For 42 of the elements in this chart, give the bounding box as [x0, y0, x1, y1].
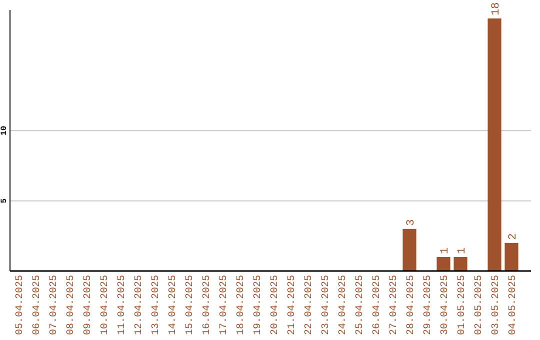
x-tick-label: 05.04.2025 [15, 275, 26, 336]
x-tick-label: 07.04.2025 [49, 275, 60, 336]
x-tick-label: 04.05.2025 [508, 275, 519, 336]
bar [488, 18, 502, 271]
bar [436, 256, 450, 271]
y-tick-label: 5 [0, 198, 9, 204]
x-tick-label: 17.04.2025 [219, 275, 230, 336]
x-tick-label: 28.04.2025 [406, 275, 417, 336]
x-tick-label: 01.05.2025 [457, 275, 468, 336]
data-label: 1 [439, 246, 452, 254]
data-label: 1 [456, 246, 468, 254]
x-tick-label: 24.04.2025 [338, 275, 349, 336]
x-tick-label: 26.04.2025 [372, 275, 383, 336]
x-tick-label: 30.04.2025 [440, 275, 451, 336]
x-tick-label: 12.04.2025 [134, 275, 145, 336]
x-tick-label: 02.05.2025 [474, 275, 485, 336]
x-tick-label: 09.04.2025 [83, 275, 94, 336]
x-tick-label: 29.04.2025 [423, 275, 434, 336]
x-tick-label: 23.04.2025 [321, 275, 332, 336]
x-tick-label: 25.04.2025 [355, 275, 366, 336]
x-tick-label: 16.04.2025 [202, 275, 213, 336]
bar [504, 242, 518, 271]
x-tick-label: 22.04.2025 [304, 275, 315, 336]
y-tick-label: 10 [0, 126, 9, 136]
x-tick-label: 19.04.2025 [253, 275, 264, 336]
x-tick-label: 13.04.2025 [151, 275, 162, 336]
x-tick-label: 18.04.2025 [236, 275, 247, 336]
bar [454, 256, 468, 271]
x-tick-label: 03.05.2025 [491, 275, 502, 336]
bar [402, 228, 416, 271]
x-tick-label: 06.04.2025 [32, 275, 43, 336]
data-label: 3 [405, 219, 418, 226]
x-tick-label: 21.04.2025 [287, 275, 298, 336]
x-tick-label: 15.04.2025 [185, 275, 196, 336]
x-tick-label: 10.04.2025 [100, 275, 111, 336]
x-tick-label: 08.04.2025 [66, 275, 77, 336]
x-tick-label: 27.04.2025 [389, 275, 400, 336]
data-label: 2 [507, 233, 520, 240]
x-tick-label: 20.04.2025 [270, 275, 281, 336]
data-label: 18 [490, 2, 502, 16]
x-tick-label: 11.04.2025 [117, 275, 128, 336]
x-tick-label: 14.04.2025 [168, 275, 179, 336]
